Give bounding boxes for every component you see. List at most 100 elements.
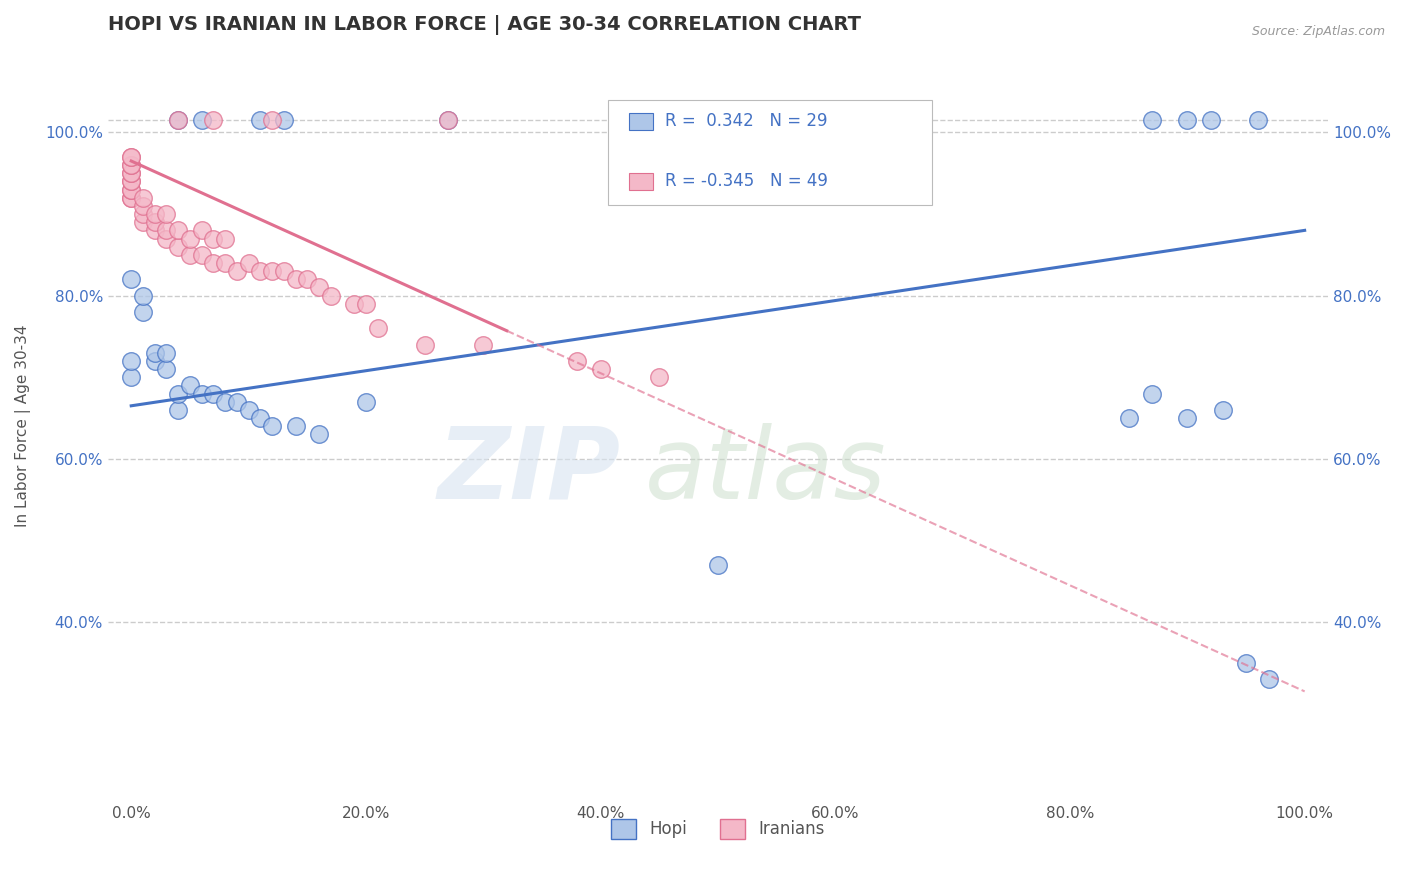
Point [260,419,283,434]
Point [707,558,730,572]
Point [155,207,177,221]
Point [143,354,166,368]
Point [132,199,155,213]
Text: R = -0.345   N = 49: R = -0.345 N = 49 [665,172,828,191]
Point [1175,113,1198,128]
Point [225,264,247,278]
Point [343,297,366,311]
Point [167,240,190,254]
FancyBboxPatch shape [628,173,654,190]
Point [120,166,142,180]
Point [167,113,190,128]
Point [167,223,190,237]
Point [120,191,142,205]
Point [120,183,142,197]
Point [179,378,201,392]
Point [132,288,155,302]
Legend: Hopi, Iranians: Hopi, Iranians [605,812,832,846]
Point [132,305,155,319]
Point [238,403,260,417]
Point [143,215,166,229]
Point [167,403,190,417]
Point [1234,656,1257,670]
Point [120,158,142,172]
Point [413,337,436,351]
Point [179,231,201,245]
Point [167,386,190,401]
Point [1199,113,1222,128]
Point [155,231,177,245]
Point [1258,672,1281,686]
Point [143,345,166,359]
Point [273,264,295,278]
Point [190,113,212,128]
Point [284,419,307,434]
FancyBboxPatch shape [609,100,932,205]
Point [249,411,271,425]
Point [1118,411,1140,425]
Point [132,191,155,205]
Point [214,256,236,270]
Point [273,113,295,128]
Point [214,394,236,409]
Point [354,297,377,311]
Point [238,256,260,270]
Point [354,394,377,409]
Point [565,354,588,368]
Point [143,223,166,237]
Point [143,207,166,221]
Point [1247,113,1270,128]
Point [202,386,225,401]
Point [120,191,142,205]
Point [367,321,389,335]
Point [249,113,271,128]
Point [1140,386,1163,401]
Point [190,248,212,262]
Point [202,113,225,128]
Point [120,150,142,164]
Point [179,248,201,262]
Text: ZIP: ZIP [437,423,620,520]
Point [472,337,495,351]
Point [132,207,155,221]
Point [190,386,212,401]
Point [155,223,177,237]
Point [1212,403,1234,417]
Point [1140,113,1163,128]
Y-axis label: In Labor Force | Age 30-34: In Labor Force | Age 30-34 [15,325,31,527]
Point [120,354,142,368]
Point [437,113,460,128]
Point [260,264,283,278]
Point [648,370,671,384]
Point [249,264,271,278]
Point [308,280,330,294]
Point [225,394,247,409]
Point [120,272,142,286]
Point [120,166,142,180]
Point [202,231,225,245]
FancyBboxPatch shape [628,113,654,129]
Point [297,272,319,286]
Point [190,223,212,237]
Text: Source: ZipAtlas.com: Source: ZipAtlas.com [1251,25,1385,38]
Point [120,150,142,164]
Text: R =  0.342   N = 29: R = 0.342 N = 29 [665,112,828,130]
Point [308,427,330,442]
Point [120,174,142,188]
Point [754,113,776,128]
Point [284,272,307,286]
Point [120,370,142,384]
Text: HOPI VS IRANIAN IN LABOR FORCE | AGE 30-34 CORRELATION CHART: HOPI VS IRANIAN IN LABOR FORCE | AGE 30-… [108,15,860,35]
Point [214,231,236,245]
Point [260,113,283,128]
Point [120,174,142,188]
Point [155,362,177,376]
Point [319,288,342,302]
Point [1175,411,1198,425]
Text: atlas: atlas [645,423,886,520]
Point [437,113,460,128]
Point [120,158,142,172]
Point [132,215,155,229]
Point [120,183,142,197]
Point [589,362,612,376]
